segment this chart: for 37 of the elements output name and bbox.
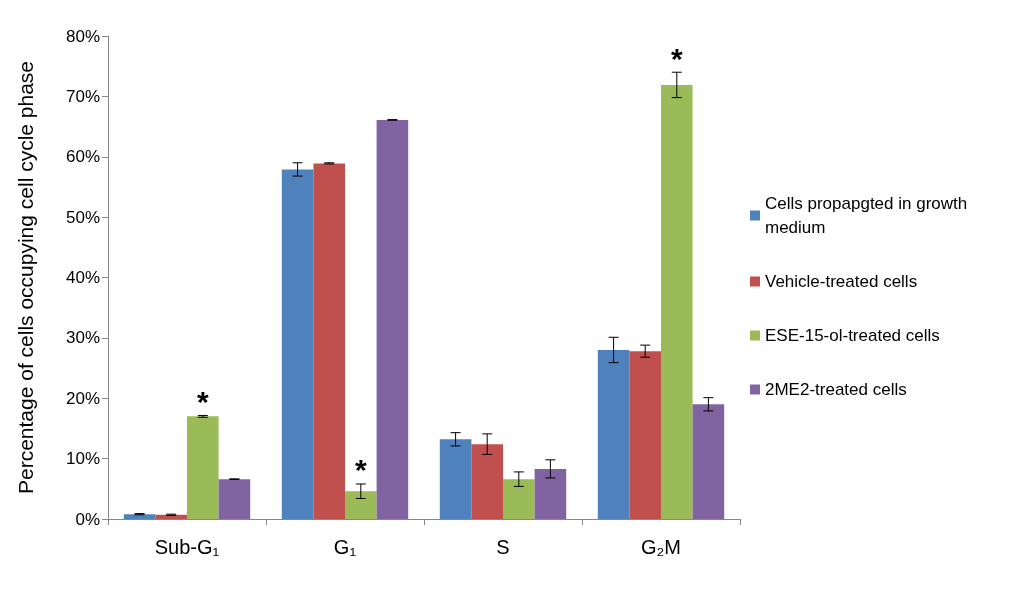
y-tick-label: 10%: [65, 449, 100, 469]
bar: [503, 479, 535, 519]
bar: [471, 444, 503, 519]
bar: [661, 84, 693, 519]
bar: [187, 416, 219, 519]
y-tick-label: 30%: [65, 328, 100, 348]
annotation: *: [354, 453, 367, 487]
y-axis-title: Percentage of cells occupying cell cycle phase: [14, 60, 37, 495]
bar: [534, 468, 567, 519]
bar: [155, 514, 187, 519]
bar: [313, 163, 345, 519]
y-tick-label: 50%: [65, 207, 100, 227]
bar: [439, 439, 472, 519]
y-tick-label: 80%: [65, 26, 100, 46]
y-tick-label: 40%: [65, 268, 100, 287]
annotation: *: [196, 384, 209, 418]
bar: [281, 169, 314, 519]
legend-label: Vehicle-treated cells: [765, 272, 918, 291]
bar: [629, 351, 661, 519]
x-tick-label: G₂M: [641, 536, 681, 558]
bar: [597, 349, 630, 519]
x-tick-label: Sub-G₁: [154, 536, 220, 558]
legend-label: Cells propapgted in growth medium: [765, 194, 972, 237]
annotation: *: [670, 41, 683, 75]
bar: [376, 119, 409, 519]
bar: [123, 514, 156, 519]
y-tick-label: 20%: [65, 388, 100, 408]
legend-label: ESE-15-ol-treated cells: [765, 326, 940, 345]
bar: [218, 479, 251, 519]
y-tick-label: 0%: [75, 509, 100, 529]
x-tick-label: S: [496, 536, 510, 558]
y-tick-label: 70%: [65, 86, 100, 106]
legend-label: 2ME2-treated cells: [765, 380, 907, 399]
y-tick-label: 60%: [65, 147, 100, 167]
bar: [692, 404, 725, 519]
x-tick-label: G₁: [333, 536, 357, 558]
bar: [345, 491, 377, 519]
